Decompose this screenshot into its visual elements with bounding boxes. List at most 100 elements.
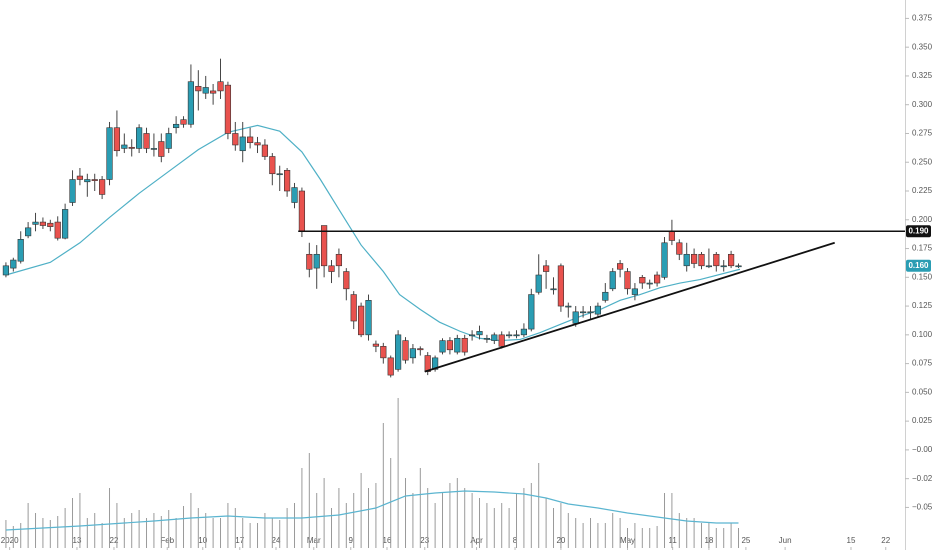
candle-body	[328, 265, 335, 272]
volume-bar	[220, 518, 222, 548]
volume-bar	[641, 528, 643, 548]
candle-body	[335, 253, 343, 267]
candle-body	[506, 334, 513, 337]
volume-bar	[567, 513, 569, 548]
candle-body	[173, 123, 180, 129]
y-tick-label: 0.075	[912, 359, 932, 368]
resistance-label-box	[906, 225, 931, 238]
volume-bar	[738, 528, 740, 548]
candle-body	[395, 334, 402, 370]
candle-body	[602, 291, 609, 301]
candle-body	[550, 288, 557, 291]
volume-bar	[664, 493, 666, 548]
volume-bar	[190, 493, 192, 548]
volume-bar	[249, 523, 251, 548]
candle-body	[195, 85, 202, 92]
y-tick-label: 0.250	[912, 157, 932, 166]
y-tick-label: 0.100	[912, 330, 932, 339]
last-price-box	[906, 259, 931, 272]
candle-body	[543, 265, 550, 272]
volume-bar	[715, 528, 717, 548]
candle-body	[557, 265, 565, 307]
volume-bar	[227, 503, 229, 548]
candle-body	[513, 334, 520, 337]
volume-bar	[434, 503, 436, 548]
x-tick-label: 15	[847, 536, 856, 545]
candle-body	[343, 271, 350, 290]
candle-body	[210, 90, 217, 94]
x-tick-label: 22	[110, 536, 119, 545]
volume-bar	[686, 518, 688, 548]
volume-bar	[538, 463, 540, 548]
volume-bar	[175, 518, 177, 548]
candle-body	[387, 357, 394, 376]
candle-body	[136, 127, 143, 149]
x-tick-label: 23	[420, 536, 429, 545]
y-tick-label: 0.225	[912, 186, 932, 195]
candle-body	[91, 179, 98, 181]
candle-body	[202, 87, 209, 94]
candle-body	[17, 239, 24, 262]
volume-bar	[516, 493, 518, 548]
volume-bar	[94, 513, 96, 548]
volume-bar	[627, 528, 629, 548]
candle-body	[284, 169, 291, 192]
volume-bar	[212, 518, 214, 548]
candle-body	[580, 311, 587, 314]
candle-body	[150, 148, 158, 150]
volume-bar	[479, 498, 481, 548]
candle-body	[113, 127, 121, 152]
x-tick-label: 10	[198, 536, 207, 545]
volume-bar	[604, 523, 606, 548]
ma-line	[5, 124, 741, 342]
volume-bar	[123, 518, 125, 548]
volume-bar	[109, 488, 111, 548]
last-price-label: 0.160	[908, 261, 929, 270]
y-tick-label: 0.300	[912, 100, 932, 109]
volume-bar	[382, 423, 384, 548]
candle-body	[668, 230, 676, 241]
y-tick-label: −0.000	[912, 445, 932, 454]
candle-body	[646, 282, 653, 285]
candle-body	[76, 175, 84, 180]
volume-bar	[523, 488, 525, 548]
candle-body	[128, 146, 135, 149]
candle-body	[261, 144, 269, 157]
y-tick-label: 0.150	[912, 272, 932, 281]
candle-body	[365, 300, 372, 336]
candle-body	[10, 259, 17, 269]
y-tick-label: 0.025	[912, 416, 932, 425]
candle-body	[180, 119, 187, 125]
volume-bar	[353, 493, 355, 548]
candle-body	[106, 127, 113, 180]
volume-bar	[582, 523, 584, 548]
candle-body	[62, 209, 69, 239]
x-tick-label: 11	[668, 536, 677, 545]
candle-body	[491, 334, 498, 341]
volume-bar	[138, 510, 140, 548]
volume-bar	[486, 503, 488, 548]
x-tick-label: 25	[741, 536, 750, 545]
candle-body	[439, 340, 446, 353]
x-tick-label: 24	[272, 536, 281, 545]
volume-bar	[612, 513, 614, 548]
candle-body	[409, 348, 417, 359]
x-tick-label: Jun	[779, 536, 792, 545]
y-tick-label: 0.350	[912, 42, 932, 51]
candle-body	[594, 305, 602, 315]
volume-bar	[442, 493, 444, 548]
candle-body	[358, 305, 365, 336]
volume-bar	[530, 483, 532, 548]
y-tick-label: 0.325	[912, 71, 932, 80]
volume-bar	[308, 453, 310, 548]
volume-bar	[427, 488, 429, 548]
candle-body	[232, 133, 239, 146]
candle-body	[705, 265, 713, 268]
volume-bar	[412, 493, 414, 548]
volume-bar	[257, 523, 259, 548]
candle-body	[654, 274, 661, 284]
candle-body	[691, 253, 698, 264]
candle-body	[306, 253, 313, 270]
